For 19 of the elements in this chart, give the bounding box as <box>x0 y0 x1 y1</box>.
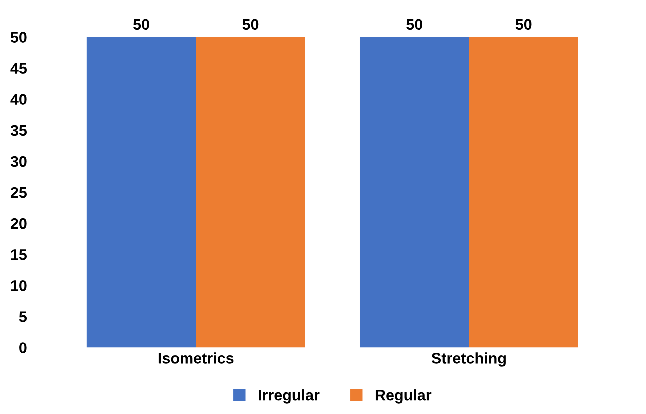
x-tick-label: Isometrics <box>158 352 234 364</box>
y-tick-label: 40 <box>10 94 27 106</box>
data-label: 50 <box>516 19 532 30</box>
y-tick-label: 50 <box>10 32 27 43</box>
x-tick-label: Stretching <box>432 352 506 367</box>
y-tick-label: 35 <box>10 125 28 136</box>
legend-label: Regular <box>376 390 432 404</box>
legend-label: Irregular <box>259 390 320 404</box>
y-tick-label: 30 <box>10 156 27 168</box>
y-tick-label: 0 <box>20 342 27 354</box>
y-tick-label: 10 <box>11 280 27 292</box>
y-tick-label: 25 <box>10 187 28 198</box>
y-tick-label: 20 <box>10 218 27 230</box>
y-tick-label: 45 <box>10 63 28 74</box>
data-label: 50 <box>134 19 150 30</box>
y-tick-label: 5 <box>19 312 28 322</box>
data-label: 50 <box>242 19 259 30</box>
data-label: 50 <box>406 19 422 30</box>
y-tick-label: 15 <box>11 250 28 260</box>
